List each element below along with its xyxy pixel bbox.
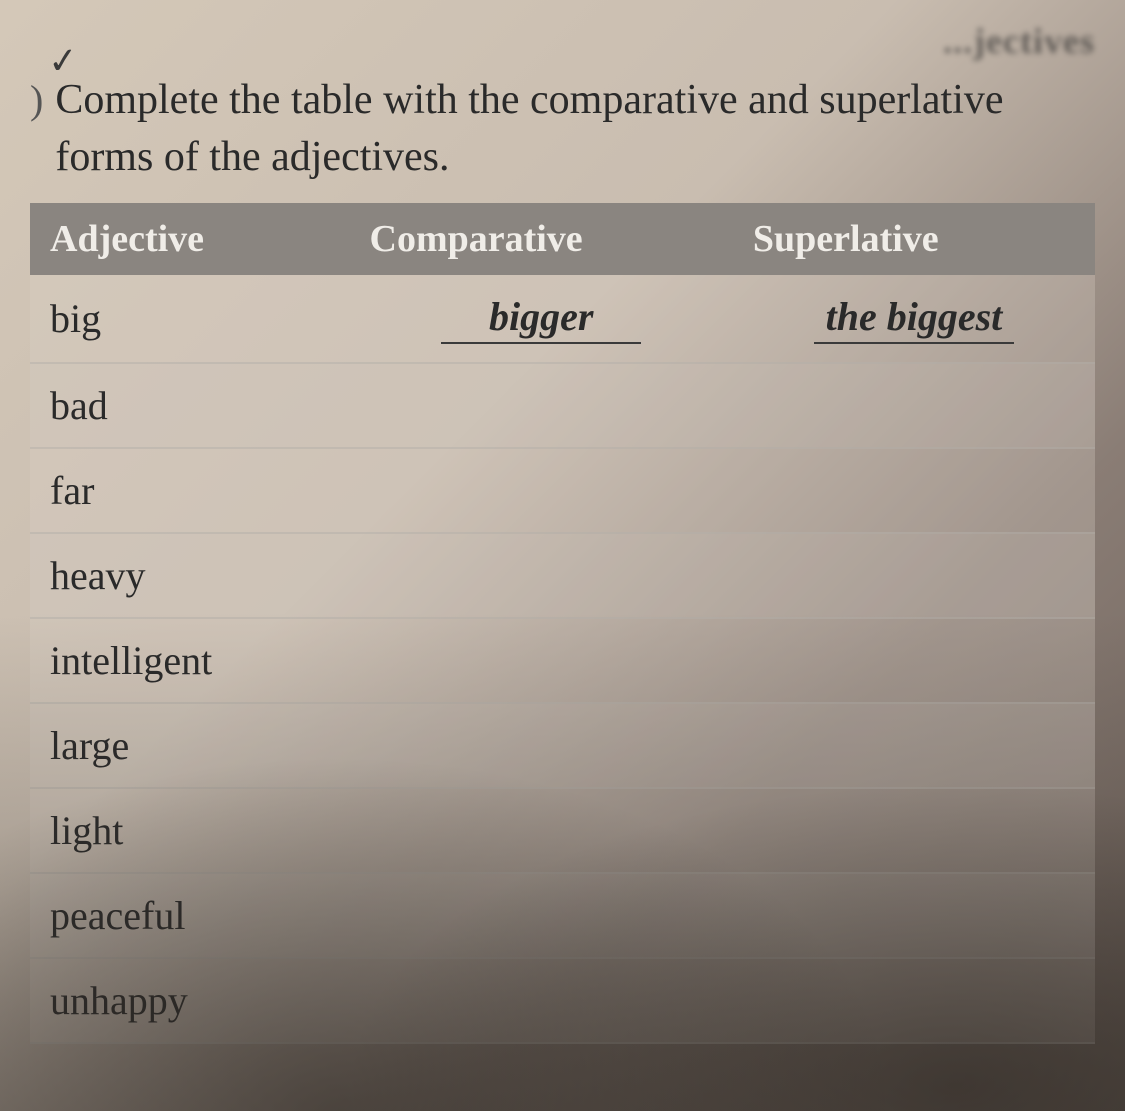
table-row: big bigger the biggest — [30, 275, 1095, 363]
col-header-comparative: Comparative — [350, 203, 733, 275]
superlative-cell[interactable] — [733, 958, 1095, 1043]
superlative-cell[interactable]: the biggest — [733, 275, 1095, 363]
table-row: unhappy — [30, 958, 1095, 1043]
superlative-cell[interactable] — [733, 703, 1095, 788]
comparative-cell[interactable] — [350, 363, 733, 448]
instruction-text: Complete the table with the comparative … — [55, 72, 1095, 185]
adjective-cell: light — [30, 788, 350, 873]
superlative-cell[interactable] — [733, 533, 1095, 618]
comparative-cell[interactable] — [350, 788, 733, 873]
table-row: large — [30, 703, 1095, 788]
adjective-cell: intelligent — [30, 618, 350, 703]
instruction-container: ) Complete the table with the comparativ… — [30, 72, 1095, 185]
adjective-table: Adjective Comparative Superlative big bi… — [30, 203, 1095, 1044]
adjective-cell: big — [30, 275, 350, 363]
adjective-cell: far — [30, 448, 350, 533]
adjective-cell: bad — [30, 363, 350, 448]
comparative-cell[interactable] — [350, 533, 733, 618]
comparative-answer: bigger — [441, 293, 641, 344]
table-row: peaceful — [30, 873, 1095, 958]
superlative-cell[interactable] — [733, 873, 1095, 958]
comparative-cell[interactable] — [350, 958, 733, 1043]
comparative-cell[interactable]: bigger — [350, 275, 733, 363]
table-body: big bigger the biggest bad far heavy int… — [30, 275, 1095, 1043]
comparative-cell[interactable] — [350, 448, 733, 533]
superlative-cell[interactable] — [733, 363, 1095, 448]
adjective-cell: unhappy — [30, 958, 350, 1043]
table-row: heavy — [30, 533, 1095, 618]
bullet-icon: ) — [30, 80, 43, 120]
comparative-cell[interactable] — [350, 703, 733, 788]
superlative-cell[interactable] — [733, 618, 1095, 703]
table-row: intelligent — [30, 618, 1095, 703]
page-header-partial: ...jectives — [30, 20, 1095, 62]
table-row: light — [30, 788, 1095, 873]
adjective-cell: peaceful — [30, 873, 350, 958]
superlative-cell[interactable] — [733, 448, 1095, 533]
table-row: bad — [30, 363, 1095, 448]
col-header-superlative: Superlative — [733, 203, 1095, 275]
table-header-row: Adjective Comparative Superlative — [30, 203, 1095, 275]
table-row: far — [30, 448, 1095, 533]
superlative-answer: the biggest — [814, 293, 1014, 344]
superlative-cell[interactable] — [733, 788, 1095, 873]
col-header-adjective: Adjective — [30, 203, 350, 275]
adjective-cell: heavy — [30, 533, 350, 618]
comparative-cell[interactable] — [350, 873, 733, 958]
adjective-cell: large — [30, 703, 350, 788]
adjective-table-container: Adjective Comparative Superlative big bi… — [30, 203, 1095, 1044]
comparative-cell[interactable] — [350, 618, 733, 703]
